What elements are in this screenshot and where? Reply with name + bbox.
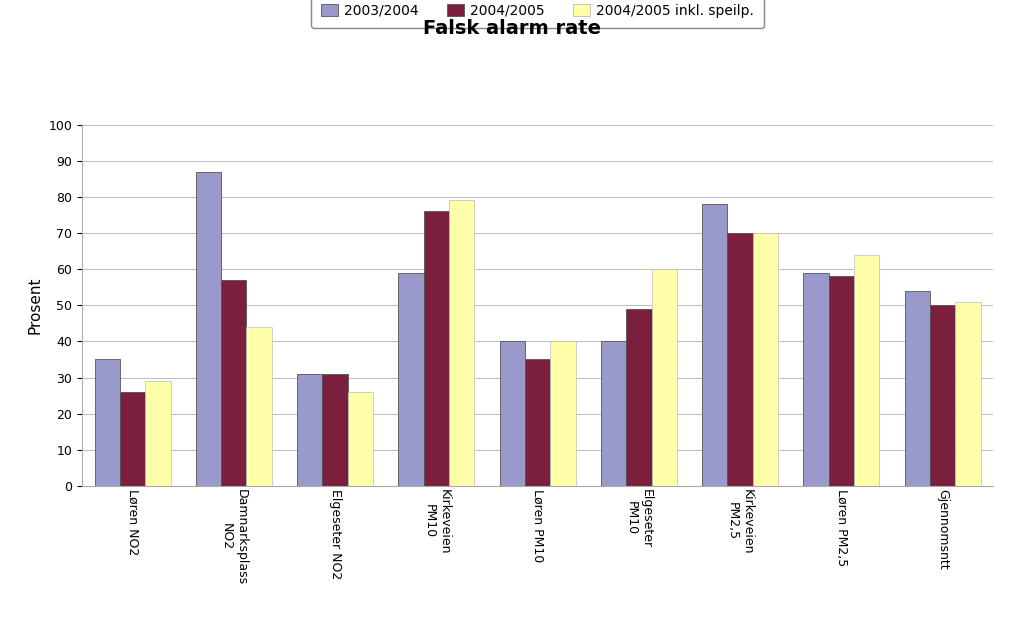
Bar	[550, 341, 575, 486]
Bar	[297, 374, 323, 486]
Bar	[120, 392, 145, 486]
Bar	[601, 341, 627, 486]
Bar	[221, 280, 247, 486]
Bar	[753, 233, 778, 486]
Bar	[627, 309, 651, 486]
Bar	[398, 273, 424, 486]
Bar	[525, 359, 550, 486]
Bar	[196, 171, 221, 486]
Bar	[904, 291, 930, 486]
Bar	[804, 273, 828, 486]
Bar	[348, 392, 373, 486]
Text: Falsk alarm rate: Falsk alarm rate	[423, 19, 601, 37]
Bar	[651, 269, 677, 486]
Bar	[930, 305, 955, 486]
Bar	[94, 359, 120, 486]
Bar	[828, 277, 854, 486]
Legend: 2003/2004, 2004/2005, 2004/2005 inkl. speilp.: 2003/2004, 2004/2005, 2004/2005 inkl. sp…	[311, 0, 764, 27]
Bar	[323, 374, 348, 486]
Bar	[424, 211, 449, 486]
Bar	[449, 201, 474, 486]
Bar	[247, 327, 271, 486]
Bar	[500, 341, 525, 486]
Bar	[955, 302, 981, 486]
Bar	[727, 233, 753, 486]
Y-axis label: Prosent: Prosent	[28, 277, 43, 334]
Bar	[702, 204, 727, 486]
Bar	[145, 381, 171, 486]
Bar	[854, 255, 880, 486]
